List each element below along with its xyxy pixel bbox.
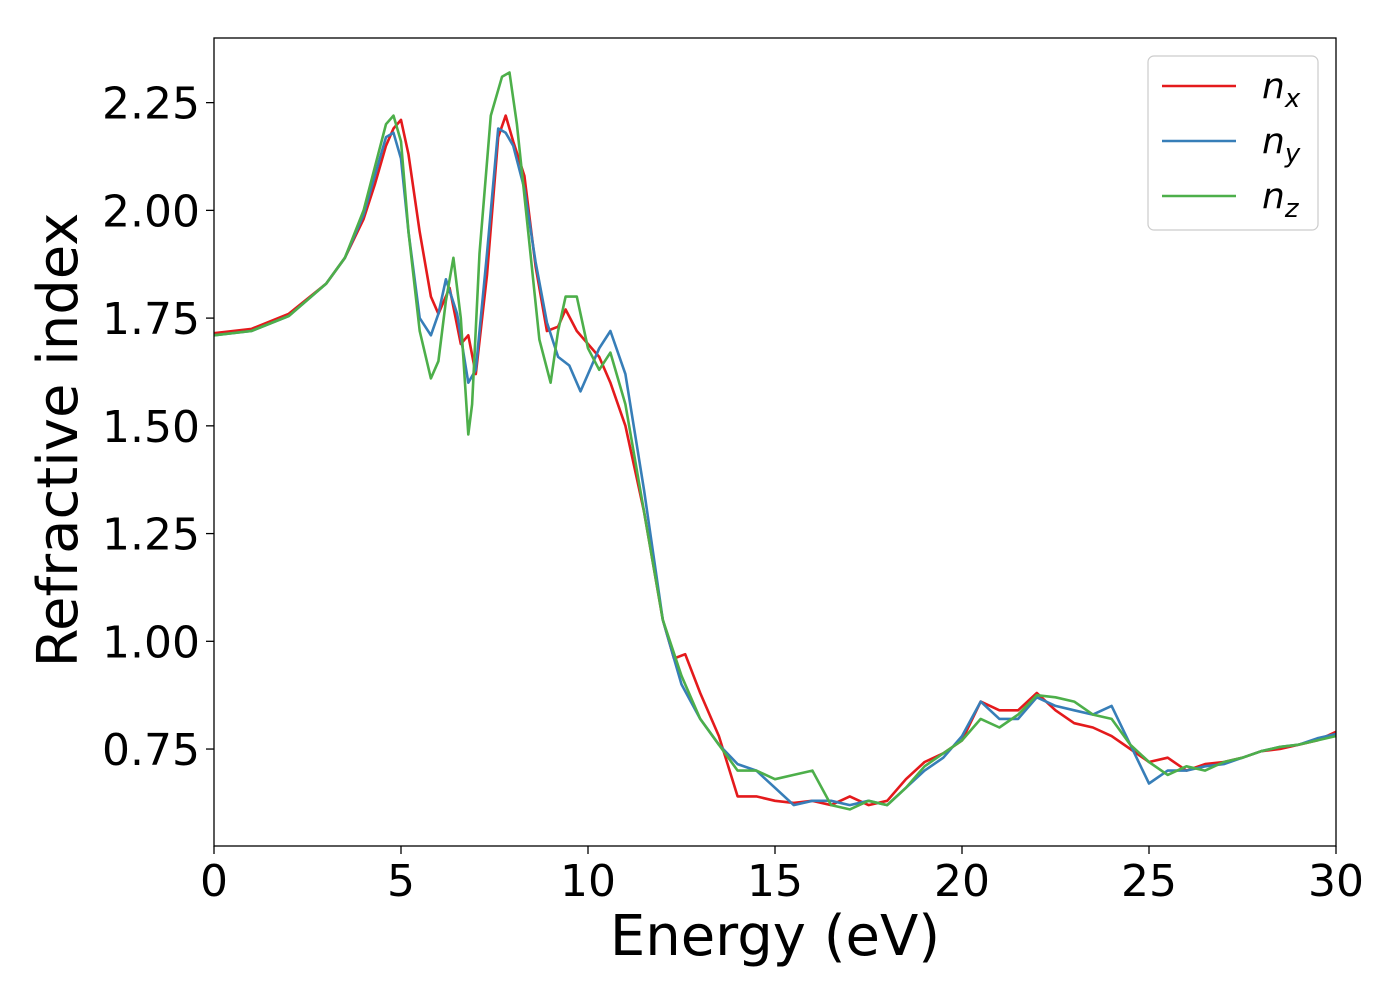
x-tick-label: 5 bbox=[387, 856, 415, 907]
y-tick-label: 0.75 bbox=[102, 725, 200, 776]
legend-box bbox=[1147, 55, 1319, 231]
x-axis-label: Energy (eV) bbox=[610, 904, 940, 969]
x-tick-label: 25 bbox=[1121, 856, 1177, 907]
x-tick-label: 30 bbox=[1308, 856, 1364, 907]
y-tick-label: 1.50 bbox=[102, 402, 200, 453]
x-tick-label: 10 bbox=[560, 856, 616, 907]
y-tick-label: 2.00 bbox=[102, 186, 200, 237]
y-tick-label: 1.75 bbox=[102, 294, 200, 345]
y-tick-label: 1.25 bbox=[102, 510, 200, 561]
legend-label-n-y: ny bbox=[1262, 121, 1301, 169]
series-line-n-y bbox=[214, 127, 1336, 807]
x-axis-ticks: 0 5 10 15 20 25 30 bbox=[200, 846, 1364, 907]
series-layer bbox=[214, 71, 1336, 811]
x-tick-label: 15 bbox=[747, 856, 803, 907]
y-tick-label: 2.25 bbox=[102, 79, 200, 130]
legend: nx ny nz bbox=[1147, 55, 1319, 231]
series-line-n-x bbox=[214, 114, 1336, 807]
y-tick-label: 1.00 bbox=[102, 617, 200, 668]
legend-label-n-z: nz bbox=[1262, 176, 1300, 224]
x-tick-label: 0 bbox=[200, 856, 228, 907]
series-line-n-z bbox=[214, 71, 1336, 811]
legend-label-n-x: nx bbox=[1262, 66, 1301, 114]
y-axis-ticks: 0.75 1.00 1.25 1.50 1.75 2.00 2.25 bbox=[102, 79, 214, 776]
y-axis-label: Refractive index bbox=[26, 213, 91, 668]
x-tick-label: 20 bbox=[934, 856, 990, 907]
